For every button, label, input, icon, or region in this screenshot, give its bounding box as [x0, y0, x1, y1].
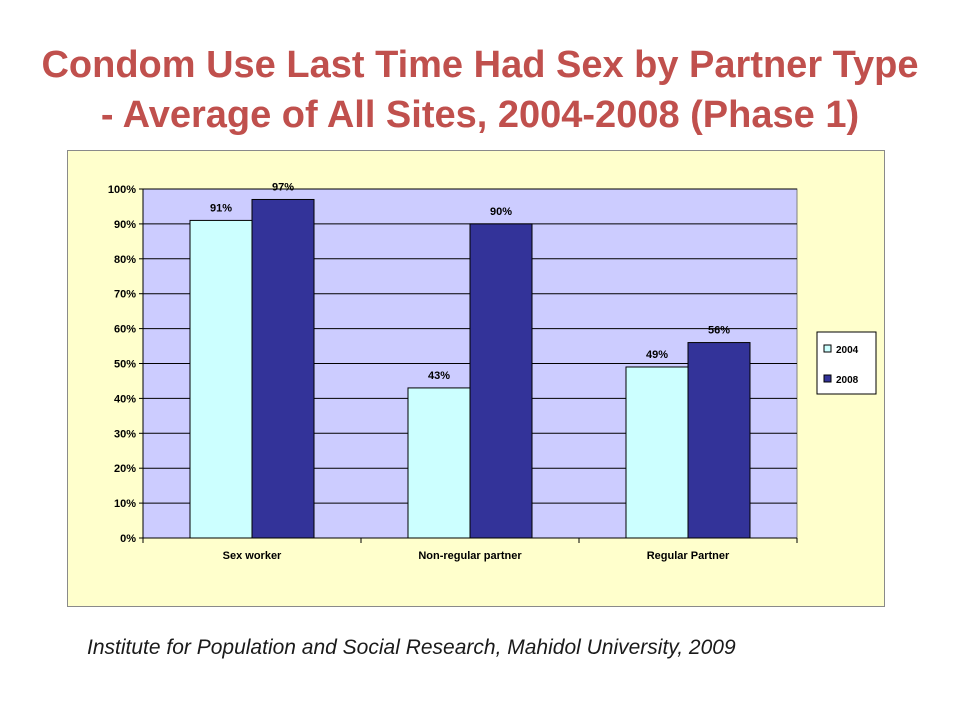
bar-2008-2: [687, 342, 751, 539]
source-footer: Institute for Population and Social Rese…: [87, 636, 736, 659]
x-tick-label: Regular Partner: [647, 550, 730, 562]
bar-2004-0: [189, 219, 253, 539]
slide-title: Condom Use Last Time Had Sex by Partner …: [0, 40, 960, 140]
legend-label-2004: 2004: [836, 345, 859, 356]
legend: [816, 331, 877, 395]
data-label: 56%: [708, 325, 730, 337]
y-tick-label: 40%: [114, 393, 136, 405]
legend-label-2008: 2008: [836, 375, 859, 386]
x-tick-label: Sex worker: [223, 550, 282, 562]
legend-swatch-2004: [823, 344, 832, 353]
data-label: 90%: [490, 206, 512, 218]
data-label: 97%: [272, 181, 294, 193]
y-tick-label: 80%: [114, 254, 136, 266]
title-line-2: - Average of All Sites, 2004-2008 (Phase…: [100, 94, 860, 136]
y-tick-label: 60%: [114, 324, 136, 336]
y-tick-label: 50%: [114, 359, 136, 371]
y-tick-label: 20%: [114, 463, 136, 475]
data-label: 49%: [646, 349, 668, 361]
y-tick-label: 0%: [120, 533, 136, 545]
bar-2008-1: [469, 223, 533, 539]
bar-2004-1: [407, 387, 471, 539]
data-label: 43%: [428, 370, 450, 382]
y-tick-label: 70%: [114, 289, 136, 301]
data-label: 91%: [210, 202, 232, 214]
bar-2004-2: [625, 366, 689, 539]
y-tick-label: 90%: [114, 219, 136, 231]
title-line-1: Condom Use Last Time Had Sex by Partner …: [41, 44, 919, 86]
legend-swatch-2008: [823, 374, 832, 383]
y-tick-label: 10%: [114, 498, 136, 510]
bar-2008-0: [251, 198, 315, 539]
x-tick-label: Non-regular partner: [418, 550, 522, 562]
y-tick-label: 100%: [108, 184, 136, 196]
y-tick-label: 30%: [114, 428, 136, 440]
